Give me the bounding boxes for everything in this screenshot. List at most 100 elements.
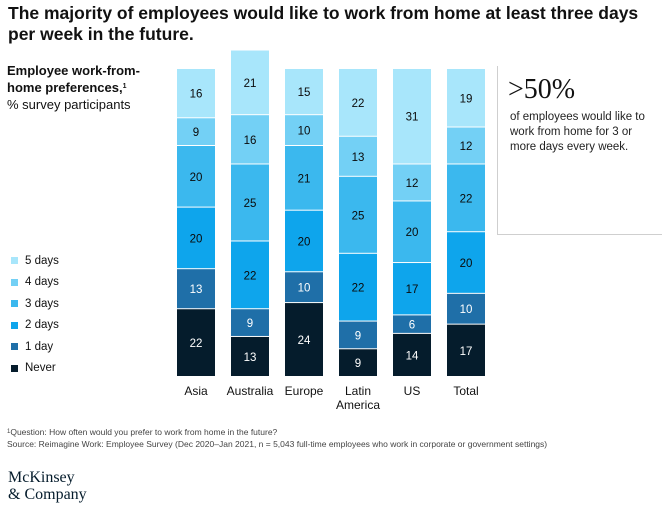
bar-us-3-days <box>393 201 431 263</box>
label-europe-2-days: 20 <box>298 236 311 248</box>
legend-label-1-day: 1 day <box>25 340 54 353</box>
logo-line-2: & Company <box>8 486 87 503</box>
callout-box: >50% of employees would like to work fro… <box>497 66 662 235</box>
label-europe-4-days: 10 <box>298 126 311 138</box>
label-latin-america-never: 9 <box>355 358 361 370</box>
legend-item-never: Never <box>11 358 59 380</box>
label-latin-america-2-days: 22 <box>352 283 365 295</box>
legend-label-4-days: 4 days <box>25 276 59 289</box>
x-tick-australia: Australia <box>227 384 274 398</box>
label-total-2-days: 20 <box>460 258 473 270</box>
bar-asia-5-days <box>177 69 215 118</box>
legend-swatch-5-days <box>11 257 18 265</box>
label-us-3-days: 20 <box>406 227 419 239</box>
label-latin-america-4-days: 13 <box>352 152 365 164</box>
bar-us-never <box>393 333 431 376</box>
bar-australia-never <box>231 336 269 376</box>
label-us-4-days: 12 <box>406 178 419 190</box>
bar-us-2-days <box>393 263 431 315</box>
label-australia-1-day: 9 <box>247 318 253 330</box>
label-total-5-days: 19 <box>460 93 473 105</box>
bar-australia-2-days <box>231 241 269 309</box>
x-tick-asia: Asia <box>184 384 208 398</box>
footnote-question: 1Question: How often would you prefer to… <box>7 427 278 437</box>
label-latin-america-3-days: 25 <box>352 210 365 222</box>
legend-swatch-2-days <box>11 321 18 329</box>
legend-label-5-days: 5 days <box>25 254 59 267</box>
bar-australia-5-days <box>231 50 269 115</box>
label-total-3-days: 22 <box>460 193 473 205</box>
x-tick-latin-america-line-2: America <box>336 398 380 412</box>
bar-latin-america-never <box>339 349 377 376</box>
y-axis-title: Employee work-from-home preferences,1 % … <box>7 62 157 113</box>
label-total-1-day: 10 <box>460 304 473 316</box>
legend: 5 days 4 days 3 days 2 days 1 day Never <box>11 250 59 379</box>
x-tick-total: Total <box>453 384 478 398</box>
label-europe-1-day: 10 <box>298 283 311 295</box>
label-us-1-day: 6 <box>409 320 415 332</box>
bar-total-2-days <box>447 232 485 293</box>
label-asia-3-days: 20 <box>190 172 203 184</box>
legend-item-3-days: 3 days <box>11 293 59 315</box>
bar-asia-2-days <box>177 207 215 269</box>
bar-us-4-days <box>393 164 431 201</box>
label-australia-4-days: 16 <box>244 135 257 147</box>
legend-swatch-3-days <box>11 300 18 308</box>
bar-total-3-days <box>447 164 485 232</box>
mckinsey-logo: McKinsey & Company <box>8 469 87 503</box>
bar-us-5-days <box>393 69 431 164</box>
label-australia-2-days: 22 <box>244 270 257 282</box>
label-australia-never: 13 <box>244 352 257 364</box>
footnote-marker: 1 <box>122 83 127 90</box>
label-australia-5-days: 21 <box>244 78 257 90</box>
callout-headline: >50% <box>508 74 576 105</box>
x-tick-us: US <box>404 384 421 398</box>
legend-swatch-1-day <box>11 343 18 351</box>
bar-asia-never <box>177 309 215 376</box>
bar-australia-4-days <box>231 115 269 164</box>
label-asia-1-day: 13 <box>190 284 203 296</box>
label-asia-2-days: 20 <box>190 233 203 245</box>
logo-line-1: McKinsey <box>8 469 75 486</box>
y-title-units: % survey participants <box>7 97 131 112</box>
label-us-5-days: 31 <box>406 112 419 124</box>
chart-title: The majority of employees would like to … <box>8 3 639 44</box>
label-europe-5-days: 15 <box>298 87 311 99</box>
bar-europe-never <box>285 303 323 376</box>
label-asia-5-days: 16 <box>190 89 203 101</box>
bar-europe-4-days <box>285 115 323 145</box>
bar-total-5-days <box>447 69 485 127</box>
callout-text: of employees would like to work from hom… <box>510 111 645 153</box>
x-tick-latin-america-line-1: Latin <box>345 384 371 398</box>
legend-label-2-days: 2 days <box>25 319 59 332</box>
bar-total-1-day <box>447 293 485 324</box>
bar-total-never <box>447 324 485 376</box>
legend-swatch-4-days <box>11 278 18 286</box>
label-australia-3-days: 25 <box>244 198 257 210</box>
bar-asia-3-days <box>177 146 215 207</box>
label-us-never: 14 <box>406 350 419 362</box>
bar-europe-5-days <box>285 69 323 115</box>
bar-latin-america-4-days <box>339 136 377 176</box>
footnote-source: Source: Reimagine Work: Employee Survey … <box>7 439 548 449</box>
bar-europe-3-days <box>285 146 323 210</box>
legend-item-4-days: 4 days <box>11 272 59 294</box>
label-asia-4-days: 9 <box>193 127 199 139</box>
legend-swatch-never <box>11 364 18 372</box>
legend-item-5-days: 5 days <box>11 250 59 272</box>
bar-latin-america-2-days <box>339 253 377 321</box>
bar-total-4-days <box>447 127 485 164</box>
label-europe-3-days: 21 <box>298 173 311 185</box>
label-us-2-days: 17 <box>406 284 419 296</box>
bar-latin-america-1-day <box>339 321 377 349</box>
bar-europe-1-day <box>285 272 323 303</box>
label-europe-never: 24 <box>298 335 311 347</box>
label-latin-america-1-day: 9 <box>355 330 361 342</box>
bar-latin-america-3-days <box>339 176 377 253</box>
legend-item-1-day: 1 day <box>11 336 59 358</box>
legend-label-3-days: 3 days <box>25 297 59 310</box>
bar-europe-2-days <box>285 210 323 272</box>
bar-asia-4-days <box>177 118 215 145</box>
label-latin-america-5-days: 22 <box>352 98 365 110</box>
